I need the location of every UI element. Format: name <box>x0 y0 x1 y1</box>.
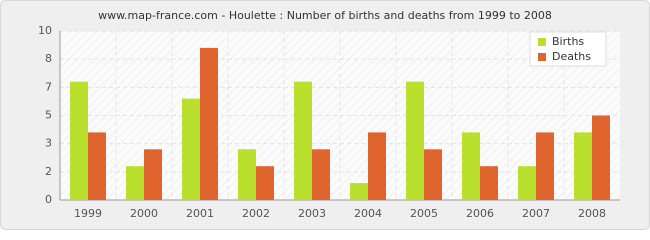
y-tick-label: 8 <box>45 52 52 65</box>
x-tick-label: 2002 <box>242 207 270 220</box>
y-tick-label: 7 <box>45 80 52 93</box>
x-tick-label: 1999 <box>74 207 102 220</box>
bar <box>518 166 536 200</box>
bar <box>200 47 218 201</box>
bar <box>350 183 368 200</box>
legend-label: Births <box>552 35 584 48</box>
legend-swatch <box>538 53 546 61</box>
x-tick-label: 2006 <box>466 207 494 220</box>
bar <box>406 81 424 200</box>
bar <box>88 132 106 200</box>
bar <box>592 115 610 200</box>
bar <box>294 81 312 200</box>
bar <box>424 149 442 200</box>
bar <box>536 132 554 200</box>
chart-title: www.map-france.com - Houlette : Number o… <box>98 9 552 22</box>
bar <box>480 166 498 200</box>
x-tick-label: 2000 <box>130 207 158 220</box>
bar <box>238 149 256 200</box>
bar <box>126 166 144 200</box>
bar <box>312 149 330 200</box>
bar <box>462 132 480 200</box>
x-tick-label: 2004 <box>354 207 382 220</box>
y-tick-label: 2 <box>45 165 52 178</box>
x-tick-label: 2008 <box>578 207 606 220</box>
y-tick-label: 3 <box>45 137 52 150</box>
chart: www.map-france.com - Houlette : Number o… <box>0 0 650 230</box>
y-tick-label: 5 <box>45 109 52 122</box>
x-tick-label: 2005 <box>410 207 438 220</box>
y-tick-label: 10 <box>38 24 52 37</box>
y-tick-label: 0 <box>45 193 52 206</box>
bar <box>574 132 592 200</box>
bar <box>256 166 274 200</box>
x-tick-label: 2003 <box>298 207 326 220</box>
bar <box>144 149 162 200</box>
legend-label: Deaths <box>552 50 591 63</box>
legend-swatch <box>538 38 546 46</box>
x-tick-label: 2001 <box>186 207 214 220</box>
x-tick-label: 2007 <box>522 207 550 220</box>
bar <box>368 132 386 200</box>
bar <box>182 98 200 200</box>
bar <box>70 81 88 200</box>
